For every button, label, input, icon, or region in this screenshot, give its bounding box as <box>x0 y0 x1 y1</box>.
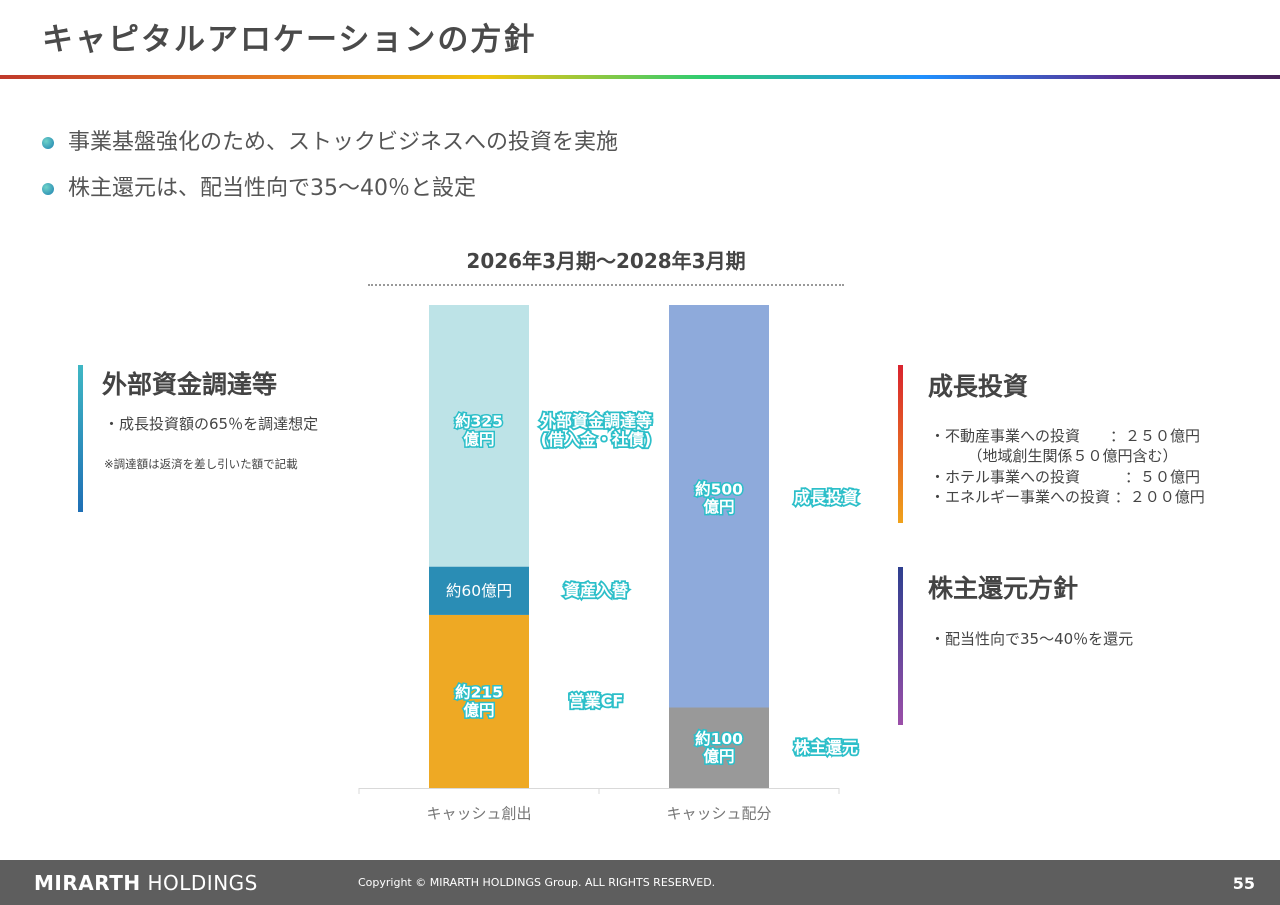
growth-box-line-3: ・ホテル事業への投資 ：５０億円 <box>930 468 1201 486</box>
footer: MIRARTH HOLDINGS Copyright © MIRARTH HOL… <box>0 860 1280 905</box>
bar-segment <box>669 707 769 788</box>
bar-segment <box>669 305 769 708</box>
bullet-item-2: 株主還元は、配当性向で35〜40％と設定 <box>42 170 476 202</box>
bar-segment <box>429 305 529 567</box>
bar-value-label: 約60億円 <box>446 581 512 599</box>
segment-side-label: 営業CF <box>569 691 624 710</box>
page-title: キャピタルアロケーションの方針 <box>42 22 537 58</box>
company-logo: MIRARTH HOLDINGS <box>34 871 258 895</box>
growth-box-line-1: ・不動産事業への投資 ：２５０億円 <box>930 427 1201 445</box>
left-box-note: ※調達額は返済を差し引いた額で記載 <box>104 457 298 471</box>
segment-side-label: 外部資金調達等(借入金・社債) <box>539 411 652 448</box>
bar-value-label: 約500 億円 <box>695 479 743 516</box>
left-box-title: 外部資金調達等 <box>102 370 278 399</box>
growth-box-line-2: （地域創生関係５０億円含む） <box>930 447 1178 465</box>
x-axis-category-label: キャッシュ配分 <box>666 805 771 823</box>
bullet-dot-icon <box>42 137 54 149</box>
left-box-accent-bar <box>78 365 83 512</box>
segment-side-label: 資産入替 <box>564 580 628 599</box>
growth-box-title: 成長投資 <box>928 372 1029 401</box>
rainbow-divider <box>0 75 1280 79</box>
bar-value-label: 約215 億円 <box>455 682 503 719</box>
period-label: 2026年3月期〜2028年3月期 <box>466 249 746 273</box>
bullet-dot-icon <box>42 183 54 195</box>
left-box-text: ・成長投資額の65％を調達想定 <box>104 415 319 433</box>
growth-box-line-4: ・エネルギー事業への投資 ：２００億円 <box>930 488 1205 506</box>
return-box-title: 株主還元方針 <box>928 574 1079 603</box>
return-box-text: ・配当性向で35〜40％を還元 <box>930 630 1134 648</box>
bar-segment <box>429 566 529 615</box>
bullet-item-1: 事業基盤強化のため、ストックビジネスへの投資を実施 <box>42 124 618 156</box>
x-axis-category-label: キャッシュ創出 <box>426 805 531 823</box>
growth-box-accent-bar <box>898 365 903 523</box>
bar-value-label: 約100 億円 <box>695 728 743 765</box>
return-box-accent-bar <box>898 567 903 725</box>
bar-segment <box>429 614 529 788</box>
segment-side-label: 成長投資 <box>794 488 858 507</box>
page-number: 55 <box>1232 874 1255 893</box>
bullet-text: 株主還元は、配当性向で35〜40％と設定 <box>68 176 476 201</box>
copyright-text: Copyright © MIRARTH HOLDINGS Group. ALL … <box>358 876 716 889</box>
bar-value-label: 約325 億円 <box>455 411 503 448</box>
dotted-divider <box>368 284 844 286</box>
segment-side-label: 株主還元 <box>794 737 858 756</box>
bullet-text: 事業基盤強化のため、ストックビジネスへの投資を実施 <box>68 130 619 155</box>
